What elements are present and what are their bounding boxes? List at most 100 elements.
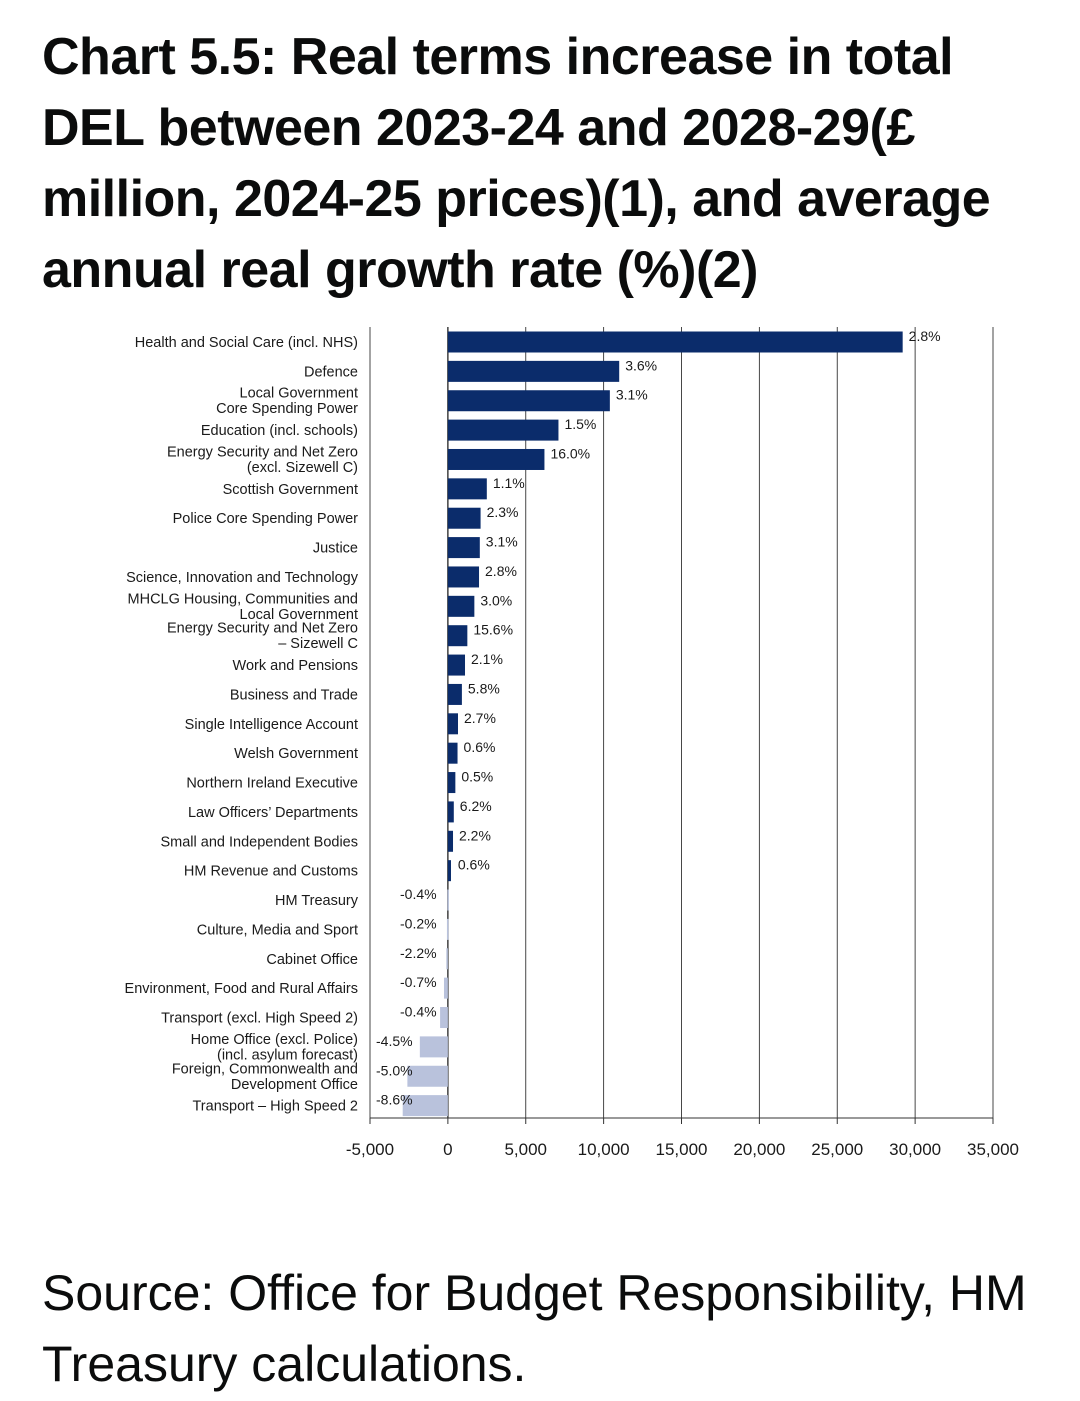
category-label: Transport (excl. High Speed 2) [161,1011,358,1027]
x-tick-label: 25,000 [811,1140,863,1159]
data-label: 2.2% [459,827,491,843]
category-label: Environment, Food and Rural Affairs [125,981,358,997]
category-label-line: – Sizewell C [278,636,358,652]
category-label-line: Home Office (excl. Police) [191,1032,358,1048]
bar [447,537,480,559]
category-label-line: Development Office [231,1077,358,1093]
category-label: Business and Trade [230,687,358,703]
category-label: Law Officers’ Departments [188,805,358,821]
bar [402,1095,448,1117]
category-label: Energy Security and Net Zero – Sizewell C [167,621,358,653]
bar [447,683,462,705]
data-label: 15.6% [473,622,513,638]
data-label: 2.1% [471,651,503,667]
category-label-line: Local Government [240,607,358,623]
x-tick-label: 5,000 [504,1140,547,1159]
category-label-line: (excl. Sizewell C) [247,460,358,476]
data-label: 3.1% [486,534,518,550]
category-label: Defence [304,364,358,380]
bar [447,742,458,764]
x-tick-label: 15,000 [656,1140,708,1159]
category-label: Science, Innovation and Technology [126,570,359,586]
x-tick-label: 10,000 [578,1140,630,1159]
category-label: Culture, Media and Sport [197,922,358,938]
bar [447,360,620,382]
category-label-line: Energy Security and Net Zero [167,621,358,637]
category-label: Justice [313,541,358,557]
data-label: -0.4% [400,1004,437,1020]
bar [419,1036,448,1058]
data-label: 0.5% [461,769,493,785]
category-label: Local Government Core Spending Power [216,386,358,418]
bar [446,948,448,970]
category-label: Home Office (excl. Police) (incl. asylum … [191,1032,358,1064]
data-label: 5.8% [468,680,500,696]
data-label: 0.6% [464,739,496,755]
category-label-line: Foreign, Commonwealth and [172,1061,358,1077]
x-tick-label: -5,000 [346,1140,394,1159]
category-label: Single Intelligence Account [185,717,358,733]
bar [447,595,475,617]
bar [447,654,466,676]
source-note: Source: Office for Budget Responsibility… [42,1265,1027,1392]
x-tick-label: 30,000 [889,1140,941,1159]
bar [447,625,468,647]
data-label: -8.6% [376,1092,413,1108]
data-label: -4.5% [376,1033,413,1049]
data-labels: 2.8% 3.6% 3.1% 1.5% 16.0% 1.1% 2.3% 3.1% 2.8% 3.0… [376,328,941,1108]
bar [447,772,456,794]
bar [447,801,454,823]
category-label: Education (incl. schools) [201,423,358,439]
category-label-line: Core Spending Power [216,401,358,417]
data-label: -0.4% [400,886,437,902]
bar [407,1065,448,1087]
bar-chart: Health and Social Care (incl. NHS) Defenc… [125,327,1019,1159]
category-label: Welsh Government [234,746,358,762]
bar [447,507,481,529]
bar [447,830,454,852]
category-label: Foreign, Commonwealth and Development Off… [172,1061,358,1093]
data-label: -0.2% [400,915,437,931]
bar [447,419,559,441]
x-tick-label: 0 [443,1140,452,1159]
bars [402,331,903,1117]
bar [443,977,448,999]
bar [447,860,451,882]
data-label: 0.6% [458,857,490,873]
data-label: 3.1% [616,387,648,403]
data-label: -2.2% [400,945,437,961]
data-label: -5.0% [376,1062,413,1078]
bar [447,713,458,735]
data-label: 2.8% [485,563,517,579]
data-label: 16.0% [550,445,590,461]
category-label: Northern Ireland Executive [186,776,358,792]
bar [440,1007,448,1029]
category-label: Small and Independent Bodies [160,834,358,850]
bar [447,448,545,470]
category-label-line: (incl. asylum forecast) [217,1047,358,1063]
category-label: Scottish Government [223,482,358,498]
data-label: -0.7% [400,974,437,990]
category-label: Cabinet Office [266,952,358,968]
bar [447,331,903,353]
x-tick-label: 35,000 [967,1140,1019,1159]
category-label-line: MHCLG Housing, Communities and [128,591,358,607]
data-label: 2.7% [464,710,496,726]
bar [447,889,449,911]
x-axis: -5,000 0 5,000 10,000 15,000 20,000 25,000 30,0… [346,1117,1019,1159]
data-label: 3.6% [625,357,657,373]
category-label: Transport – High Speed 2 [192,1099,358,1115]
bar [447,566,480,588]
category-label: HM Revenue and Customs [184,864,358,880]
bar [446,918,449,940]
data-label: 1.1% [493,475,525,491]
category-label: MHCLG Housing, Communities and Local Gove… [128,591,358,623]
category-label: Police Core Spending Power [173,511,359,527]
data-label: 2.3% [487,504,519,520]
category-label: Energy Security and Net Zero (excl. Sizew… [167,444,358,476]
category-label: HM Treasury [275,893,359,909]
category-labels: Health and Social Care (incl. NHS) Defenc… [125,335,359,1115]
data-label: 6.2% [460,798,492,814]
chart-title: Chart 5.5: Real terms increase in total … [42,28,991,299]
data-label: 1.5% [564,416,596,432]
